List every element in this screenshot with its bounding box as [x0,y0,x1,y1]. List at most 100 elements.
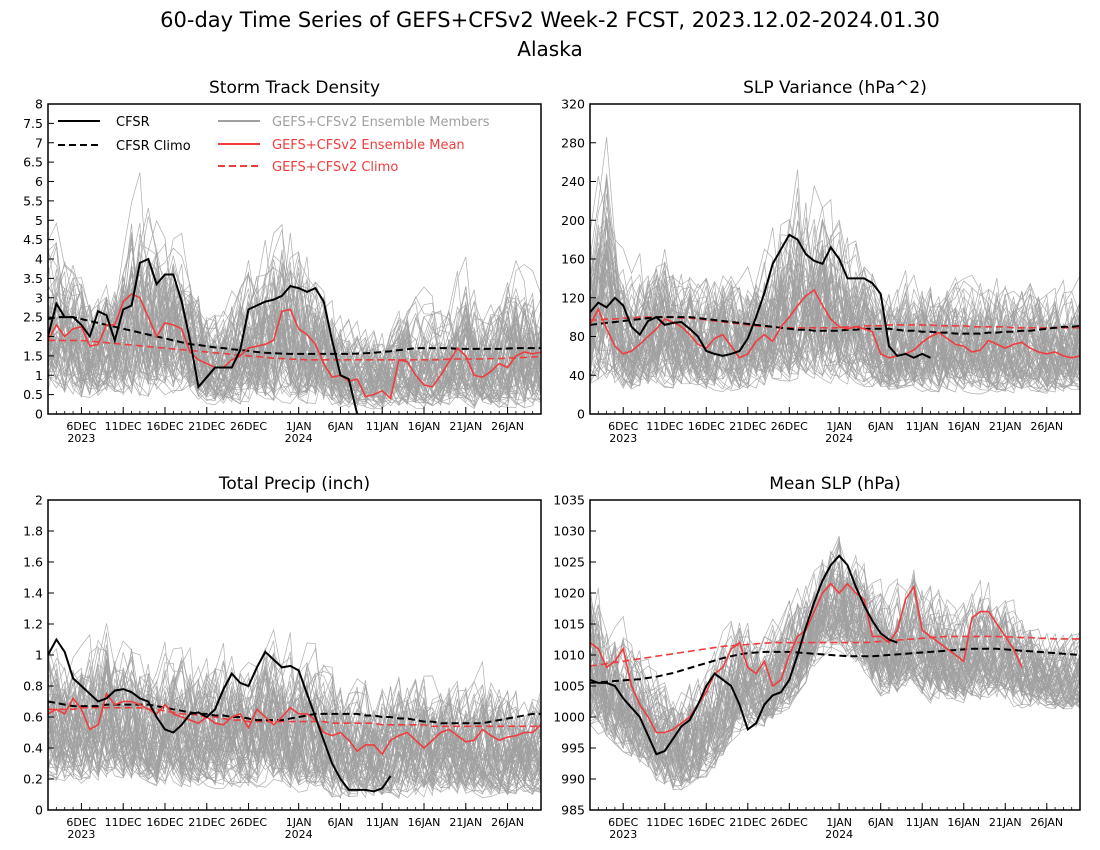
series-line-gefs-cfsv2-climo [48,706,541,728]
chart-panel-2: Total Precip (inch) 0 0.2 0.4 0.6 0.8 1 1.2 1.4 1… [23,474,542,841]
ensemble-member-line [590,571,1080,768]
x-tick-label: 16JAN [947,816,980,829]
legend-members-label: GEFS+CFSv2 Ensemble Members [272,115,490,130]
ensemble-member-line [48,222,541,408]
x-tick-label: 11JAN [366,420,399,433]
x-tick-label: 16JAN [408,816,441,829]
y-tick-label: 1000 [553,710,585,725]
x-tick-year: 2023 [609,432,637,445]
y-tick-label: 40 [569,368,585,383]
ensemble-members [590,137,1080,395]
x-tick-label: 11JAN [906,816,939,829]
ensemble-member-line [48,656,541,793]
ensemble-member-line [48,293,541,407]
y-tick-label: 8 [35,97,43,112]
y-tick-label: 990 [561,772,585,787]
x-tick-label: 26DEC [230,420,267,433]
x-tick-label: 1JAN [826,816,852,829]
ensemble-member-line [590,250,1080,391]
ensemble-member-line [48,671,541,794]
ensemble-members [590,536,1080,791]
x-tick-label: 16DEC [146,816,183,829]
ensemble-member-line [590,273,1080,393]
chart-panel-1: SLP Variance (hPa^2) 0 40 80 120 160 200 240 280… [561,78,1081,445]
y-tick-label: 1030 [553,524,585,539]
series-line-cfsr-climo [48,700,541,725]
ensemble-member-line [590,540,1080,787]
ensemble-member-line [48,232,541,403]
x-tick-label: 11JAN [906,420,939,433]
ensemble-member-line [48,689,541,786]
x-tick-label: 26JAN [491,816,524,829]
y-tick-label: 4 [35,252,43,267]
x-tick-label: 21JAN [449,420,482,433]
ensemble-member-line [48,669,541,792]
y-tick-label: 6.5 [23,155,43,170]
y-tick-label: 1.4 [23,586,43,601]
y-tick-label: 985 [561,803,585,818]
y-tick-label: 0 [577,407,585,422]
ensemble-member-line [48,647,541,793]
y-tick-label: 5.5 [23,193,43,208]
y-tick-label: 3.5 [23,271,43,286]
y-tick-label: 1.2 [23,617,43,632]
series-line-cfsr-climo [590,316,1080,335]
series-line-gefs-cfsv2-ensemble-mean [48,692,541,756]
x-tick-label: 6DEC [608,420,638,433]
y-tick-label: 80 [569,329,585,344]
ensemble-member-line [48,664,541,796]
figure-subtitle: Alaska [517,37,582,61]
ensemble-member-line [590,169,1080,390]
legend-cfsr-label: CFSR [116,115,150,130]
y-tick-label: 120 [561,290,585,305]
x-tick-label: 16DEC [688,420,725,433]
y-tick-label: 1025 [553,555,585,570]
y-tick-label: 160 [561,252,585,267]
figure-title: 60-day Time Series of GEFS+CFSv2 Week-2 … [160,8,940,32]
series-line-gefs-cfsv2-ensemble-mean [48,292,541,401]
ensemble-member-line [590,178,1080,388]
x-tick-label: 26DEC [230,816,267,829]
x-tick-label: 6JAN [868,420,894,433]
y-tick-label: 1035 [553,493,585,508]
ensemble-member-line [590,248,1080,390]
x-tick-label: 6DEC [608,816,638,829]
x-tick-label: 6DEC [66,816,96,829]
ensemble-member-line [590,605,1080,769]
x-tick-label: 6JAN [328,420,354,433]
ensemble-member-line [48,232,541,401]
y-tick-label: 1.5 [23,348,43,363]
y-tick-label: 2 [35,493,43,508]
ensemble-member-line [590,284,1080,385]
legend: CFSR CFSR Climo GEFS+CFSv2 Ensemble Memb… [58,115,490,175]
x-tick-label: 21DEC [729,420,766,433]
legend-cfsr-climo-label: CFSR Climo [116,139,191,154]
ensemble-member-line [48,650,541,798]
x-tick-label: 1JAN [286,420,312,433]
x-tick-label: 26JAN [1030,816,1063,829]
ensemble-member-line [48,270,541,398]
series-line-cfsr [590,554,898,756]
y-tick-label: 7 [35,135,43,150]
x-tick-label: 6JAN [328,816,354,829]
x-tick-year: 2024 [825,432,853,445]
ensemble-member-line [48,656,541,799]
ensemble-member-line [48,243,541,408]
y-tick-label: 995 [561,741,585,756]
ensemble-member-line [590,579,1080,768]
ensemble-member-line [48,264,541,400]
ensemble-member-line [590,537,1080,765]
y-tick-label: 1 [35,368,43,383]
x-tick-label: 16DEC [688,816,725,829]
ensemble-members [48,172,541,410]
x-tick-label: 6JAN [868,816,894,829]
ensemble-member-line [590,578,1080,778]
ensemble-member-line [48,657,541,795]
legend-gefs-climo-label: GEFS+CFSv2 Climo [272,160,398,175]
y-tick-label: 240 [561,174,585,189]
ensemble-member-line [48,670,541,792]
chart-title: Total Precip (inch) [218,474,370,494]
x-tick-label: 26JAN [491,420,524,433]
ensemble-member-line [48,664,541,788]
ensemble-member-line [48,672,541,790]
